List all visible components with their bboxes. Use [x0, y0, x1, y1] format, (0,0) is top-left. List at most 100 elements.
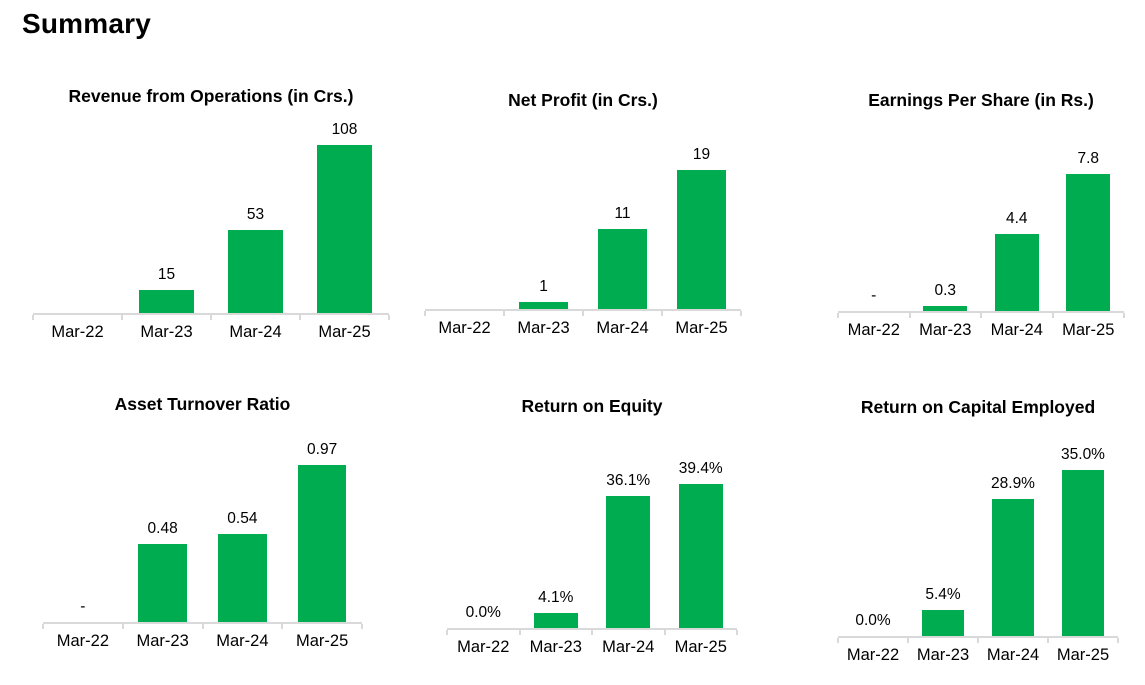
bar [317, 145, 372, 313]
x-axis-labels: Mar-22 Mar-23 Mar-24 Mar-25 [33, 323, 389, 342]
axis-tick [1047, 638, 1049, 643]
bar [677, 170, 726, 309]
bar-slot: 35.0% [1048, 443, 1118, 636]
category-label: Mar-23 [136, 632, 189, 650]
bar-value-label: 53 [246, 206, 265, 223]
bar-slot: 0.54 [203, 429, 283, 622]
category-label: Mar-24 [229, 323, 282, 341]
bar-value-label: 1 [539, 278, 548, 295]
category-label: Mar-24 [596, 319, 649, 337]
category-label: Mar-24 [602, 638, 655, 656]
category-label: Mar-25 [1056, 646, 1110, 664]
bar-value-label: - [80, 598, 86, 615]
bar-slot: 19 [662, 116, 741, 309]
bar [678, 484, 723, 628]
chart-title: Return on Capital Employed [860, 397, 1096, 417]
chart-title: Revenue from Operations (in Crs.) [68, 86, 354, 106]
bar-value-label: 108 [331, 121, 358, 138]
axis-tick [1051, 313, 1054, 318]
axis-tick [837, 638, 839, 643]
bar-slot: 11 [583, 116, 662, 309]
bar-value-label: 39.4% [678, 460, 723, 477]
axis-tick [977, 638, 979, 643]
category-label: Mar-22 [51, 323, 104, 341]
chart-title: Earnings Per Share (in Rs.) [868, 90, 1094, 110]
category-label: Mar-24 [986, 646, 1040, 664]
bar [138, 544, 187, 622]
bar [1066, 174, 1111, 311]
axis-tick [299, 315, 301, 320]
bar-value-label: 4.4 [1005, 210, 1028, 227]
bar [923, 306, 968, 311]
bar-value-label: 0.97 [307, 441, 338, 458]
category-label: Mar-24 [216, 632, 269, 650]
category-label: Mar-22 [846, 646, 900, 664]
axis-tick [424, 311, 426, 316]
bar-slot [425, 116, 504, 309]
category-label: Mar-22 [457, 638, 510, 656]
x-axis-ticks [42, 624, 363, 630]
bar-slot: 1 [504, 116, 583, 309]
category-label: Mar-23 [916, 646, 970, 664]
category-label: Mar-25 [1062, 321, 1115, 339]
axis-tick [446, 630, 448, 635]
plot-area: 1 11 19 [425, 116, 741, 311]
x-axis-labels: Mar-22 Mar-23 Mar-24 Mar-25 [447, 638, 737, 657]
bar-value-label: 0.3 [934, 282, 957, 299]
axis-tick [201, 624, 204, 629]
bar [228, 230, 283, 313]
x-axis-ticks [837, 638, 1119, 644]
bar-slot: 36.1% [592, 435, 665, 628]
axis-tick [210, 315, 212, 320]
axis-tick [1117, 638, 1119, 643]
axis-tick [661, 311, 663, 316]
bar-value-label: 0.54 [227, 510, 258, 527]
bar-slot: 7.8 [1053, 118, 1125, 311]
bar [519, 302, 568, 309]
bar-value-label: 0.0% [855, 612, 891, 629]
category-label: Mar-23 [529, 638, 582, 656]
chart-title: Return on Equity [521, 396, 663, 416]
chart-asset-turnover-ratio: Asset Turnover Ratio - 0.48 0.54 0.97 Mar-2… [42, 391, 363, 651]
bar [994, 234, 1039, 311]
plot-area: 0.0% 4.1% 36.1% 39.4% [447, 435, 737, 630]
category-label: Mar-22 [847, 321, 900, 339]
x-axis-labels: Mar-22 Mar-23 Mar-24 Mar-25 [838, 646, 1118, 665]
bar-slot: 5.4% [908, 443, 978, 636]
axis-tick [121, 315, 123, 320]
category-label: Mar-23 [919, 321, 972, 339]
bar-value-label: 0.48 [147, 520, 178, 537]
axis-tick [503, 311, 505, 316]
chart-title: Net Profit (in Crs.) [508, 90, 658, 110]
category-label: Mar-22 [56, 632, 109, 650]
axis-tick [663, 630, 666, 635]
bar-value-label: 4.1% [538, 589, 574, 606]
axis-tick [518, 630, 521, 635]
bar [921, 610, 965, 636]
chart-net-profit: Net Profit (in Crs.) 1 11 19 Mar-22 Mar-23 M… [424, 87, 742, 338]
bar-value-label: 36.1% [606, 472, 651, 489]
bar-slot: - [43, 429, 123, 622]
page-title: Summary [22, 8, 152, 39]
axis-tick [907, 638, 909, 643]
category-label: Mar-23 [140, 323, 193, 341]
axis-tick [837, 313, 839, 318]
chart-earnings-per-share: Earnings Per Share (in Rs.) - 0.3 4.4 7.8 M… [837, 87, 1125, 340]
chart-revenue-from-operations: Revenue from Operations (in Crs.) 15 53 10… [32, 83, 390, 342]
axis-tick [908, 313, 911, 318]
axis-tick [736, 630, 738, 635]
bar [598, 229, 647, 309]
bar [218, 534, 267, 622]
axis-tick [980, 313, 982, 318]
bar [606, 496, 651, 628]
bar-slot: 108 [300, 120, 389, 313]
x-axis-ticks [32, 315, 390, 321]
axis-tick [121, 624, 124, 629]
axis-tick [388, 315, 390, 320]
bar-slot: 0.48 [123, 429, 203, 622]
bar [991, 499, 1035, 636]
chart-return-on-equity: Return on Equity 0.0% 4.1% 36.1% 39.4% Mar-… [446, 393, 738, 657]
x-axis-labels: Mar-22 Mar-23 Mar-24 Mar-25 [838, 321, 1124, 340]
bar-value-label: 35.0% [1061, 446, 1105, 463]
bar-slot: 39.4% [665, 435, 738, 628]
